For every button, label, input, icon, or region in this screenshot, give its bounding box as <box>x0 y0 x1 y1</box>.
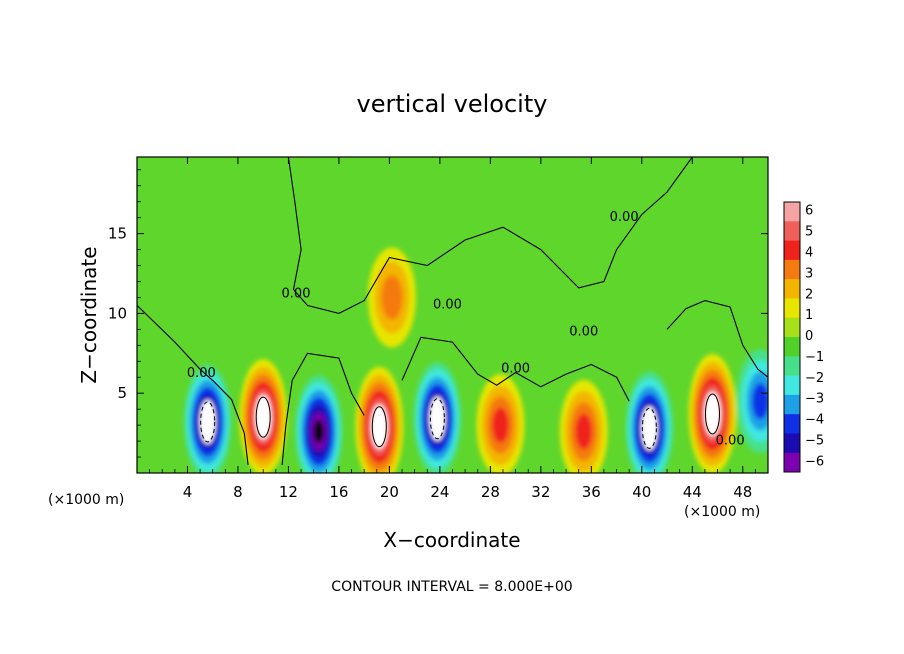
contour-label: 0.00 <box>610 210 639 225</box>
x-tick-label: 4 <box>183 483 193 501</box>
x-tick-label: 16 <box>329 483 348 501</box>
colorbar: 6 5 4 3 2 1 0 −1 −2 −3 −4 −5 −6 <box>783 201 824 473</box>
colorbar-label: 0 <box>805 329 813 344</box>
colorbar-swatch <box>784 259 800 280</box>
colorbar-label: 1 <box>805 308 813 323</box>
y-tick-label: 10 <box>108 304 127 322</box>
y-tick-label: 15 <box>108 225 127 243</box>
velocity-cell-core <box>429 396 446 441</box>
colorbar-frame <box>783 201 801 473</box>
x-tick-label: 32 <box>531 483 550 501</box>
x-tick-label: 40 <box>632 483 651 501</box>
velocity-cell-core <box>255 395 272 440</box>
colorbar-swatch <box>784 452 800 473</box>
x-tick-label: 28 <box>481 483 500 501</box>
colorbar-swatch <box>784 298 800 319</box>
contour-line <box>255 396 271 438</box>
y-tick-label: 5 <box>117 384 127 402</box>
contour-line <box>641 407 657 449</box>
velocity-cell <box>752 383 768 420</box>
contour-label: 0.00 <box>716 433 745 448</box>
x-tick-label: 48 <box>733 483 752 501</box>
contour-line <box>429 398 445 440</box>
colorbar-swatch <box>784 394 800 415</box>
colorbar-label: −3 <box>805 392 824 407</box>
y-axis: 5 10 15 <box>108 169 768 458</box>
velocity-cell-core <box>199 399 216 444</box>
y-axis-label: Z−coordinate <box>77 246 101 383</box>
velocity-cell-core <box>641 406 658 451</box>
x-tick-label: 8 <box>233 483 243 501</box>
colorbar-swatch <box>784 375 800 396</box>
colorbar-label: 2 <box>805 287 813 302</box>
colorbar-swatch <box>784 414 800 434</box>
contour-line <box>371 406 387 448</box>
contour-label: 0.00 <box>433 298 462 313</box>
x-tick-label: 36 <box>582 483 601 501</box>
velocity-cell <box>313 419 324 444</box>
velocity-cell-core <box>704 391 721 436</box>
zero-contour <box>281 352 365 466</box>
x-unit-right: (×1000 m) <box>684 504 760 520</box>
zero-contour <box>666 300 768 378</box>
colorbar-swatch <box>784 337 800 357</box>
zero-contour <box>401 336 630 402</box>
x-tick-label: 20 <box>380 483 399 501</box>
colorbar-swatch <box>784 317 800 338</box>
x-tick-label: 24 <box>430 483 449 501</box>
velocity-cell <box>381 275 403 320</box>
colorbar-swatch <box>784 221 800 241</box>
colorbar-swatch <box>784 240 800 261</box>
velocity-cell-core <box>371 404 388 449</box>
colorbar-label: −1 <box>805 350 824 365</box>
contour-label: 0.00 <box>501 361 530 376</box>
zero-contour <box>287 157 693 314</box>
colorbar-label: 5 <box>805 225 813 240</box>
contour-label: 0.00 <box>569 325 598 340</box>
contour-interval-note: CONTOUR INTERVAL = 8.000E+00 <box>331 579 572 595</box>
colorbar-swatch <box>784 202 800 222</box>
x-axis: 4 8 12 16 20 24 28 32 36 40 44 48 <box>149 157 756 501</box>
colorbar-label: −2 <box>805 371 824 386</box>
zero-contour <box>137 305 249 466</box>
colorbar-swatch <box>784 356 800 376</box>
x-axis-label: X−coordinate <box>383 528 520 552</box>
x-tick-label: 12 <box>279 483 298 501</box>
colorbar-swatch <box>784 433 800 454</box>
colorbar-label: 6 <box>805 204 813 219</box>
velocity-cell <box>575 413 593 450</box>
contour-label: 0.00 <box>187 366 216 381</box>
x-tick-label: 44 <box>683 483 702 501</box>
colorbar-label: −6 <box>805 454 824 469</box>
colorbar-swatch <box>784 279 800 299</box>
contour-label: 0.00 <box>282 286 311 301</box>
colorbar-label: 4 <box>805 246 813 261</box>
plot-area: 0.00 0.00 0.00 0.00 0.00 0.00 0.00 <box>137 157 768 473</box>
colorbar-label: −4 <box>805 413 824 428</box>
velocity-cell <box>492 407 509 443</box>
contour-line <box>200 401 216 443</box>
contour-line <box>704 393 720 435</box>
colorbar-label: 3 <box>805 266 813 281</box>
chart-title: vertical velocity <box>357 90 548 118</box>
colorbar-label: −5 <box>805 434 824 449</box>
x-unit-left: (×1000 m) <box>48 492 124 508</box>
